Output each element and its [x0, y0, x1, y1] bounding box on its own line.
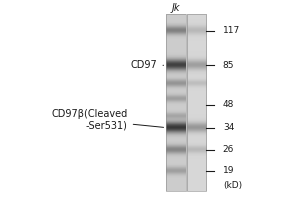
- Text: 19: 19: [223, 166, 234, 175]
- Bar: [187, 14, 206, 191]
- Text: (kD): (kD): [223, 181, 242, 190]
- Text: CD97: CD97: [131, 60, 164, 70]
- Text: 26: 26: [223, 145, 234, 154]
- Text: 85: 85: [223, 61, 234, 70]
- Text: 48: 48: [223, 100, 234, 109]
- Text: Jk: Jk: [172, 3, 180, 13]
- Text: CD97β(Cleaved
-Ser531): CD97β(Cleaved -Ser531): [52, 109, 164, 131]
- Text: 117: 117: [223, 26, 240, 35]
- Text: 34: 34: [223, 123, 234, 132]
- Bar: [166, 14, 186, 191]
